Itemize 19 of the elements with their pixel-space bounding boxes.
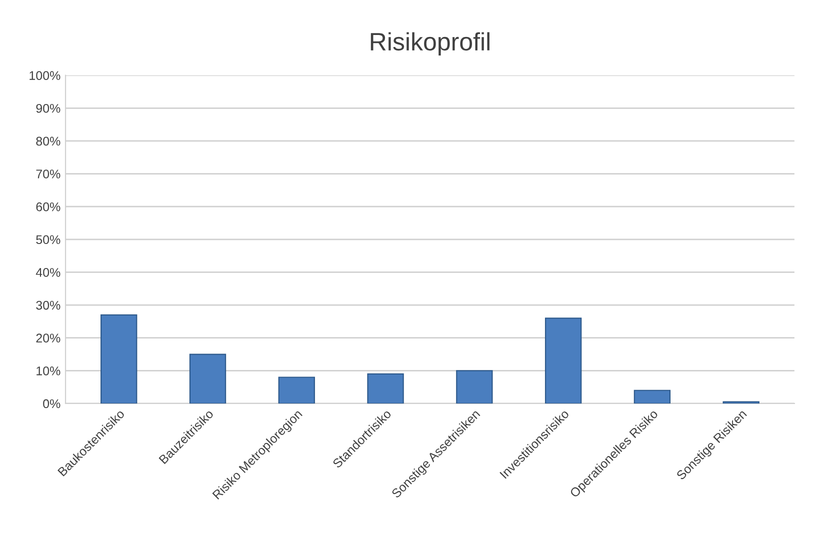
y-tick-label: 90% <box>36 104 60 113</box>
y-tick-label: 80% <box>36 136 60 146</box>
bar <box>456 370 493 404</box>
y-tick-label: 50% <box>36 235 60 244</box>
bar <box>544 318 582 404</box>
chart-title: Risikoprofil <box>370 32 490 56</box>
y-tick-label: 60% <box>36 202 60 212</box>
y-tick-label: 20% <box>36 334 60 343</box>
bar <box>278 376 315 404</box>
bar <box>367 373 404 404</box>
y-tick-label: 10% <box>36 366 60 376</box>
y-tick-label: 70% <box>36 170 60 178</box>
y-tick-label: 0% <box>43 399 60 408</box>
bar <box>634 390 671 404</box>
bar <box>100 314 138 404</box>
y-tick-label: 40% <box>36 268 60 277</box>
y-tick-label: 100% <box>30 71 60 80</box>
y-tick-label: 30% <box>36 300 60 310</box>
bar <box>189 354 226 404</box>
